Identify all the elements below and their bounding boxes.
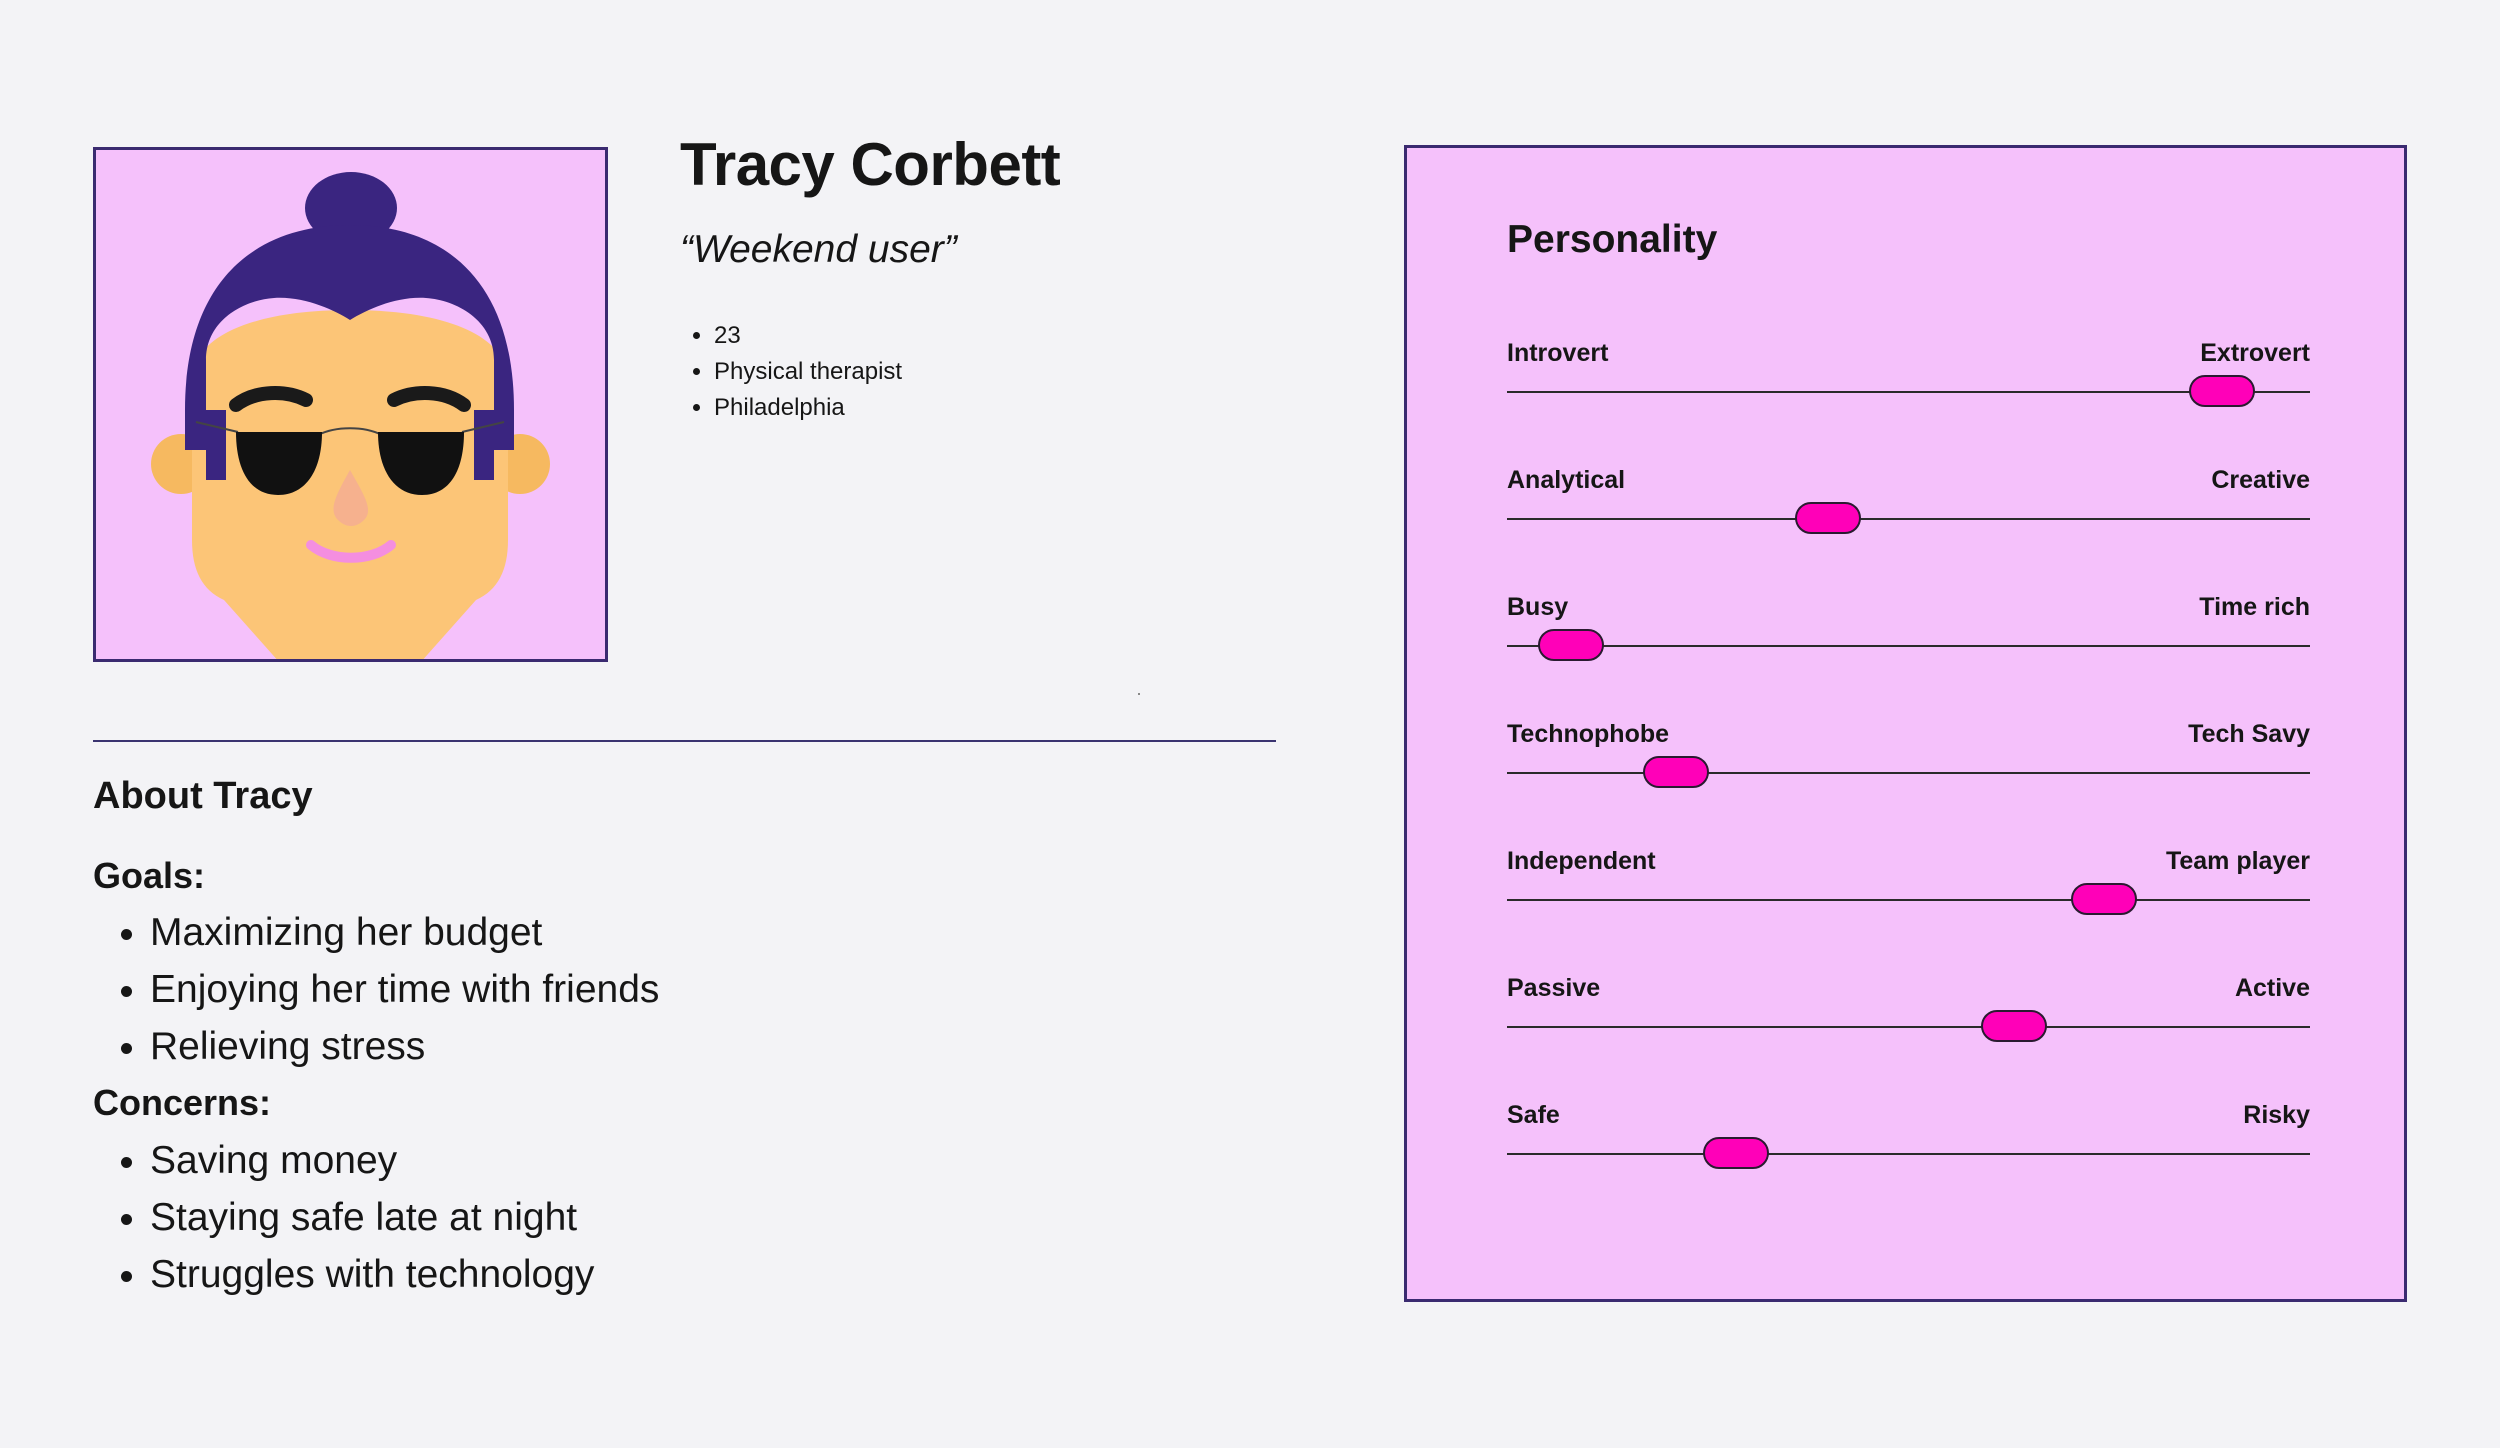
fact-occupation: Physical therapist [714,354,902,390]
about-title: About Tracy [93,775,313,817]
persona-quote: “Weekend user” [680,228,957,271]
slider-track [1507,899,2310,901]
slider-track [1507,772,2310,774]
concerns-list: Saving money Staying safe late at night … [93,1132,594,1303]
trait-right-label: Tech Savy [2188,720,2310,748]
trait-busy-time-rich: Busy Time rich [1507,593,2310,673]
slider-track [1507,391,2310,393]
trait-left-label: Safe [1507,1101,1560,1129]
slider-knob[interactable] [1642,756,1709,788]
slider-knob[interactable] [2188,375,2255,407]
trait-passive-active: Passive Active [1507,974,2310,1054]
trait-technophobe-tech-savy: Technophobe Tech Savy [1507,720,2310,800]
trait-safe-risky: Safe Risky [1507,1101,2310,1181]
slider-track [1507,645,2310,647]
trait-left-label: Technophobe [1507,720,1670,748]
concern-item: Staying safe late at night [150,1189,594,1246]
trait-right-label: Extrovert [2200,339,2310,367]
slider-track [1507,1153,2310,1155]
slider-knob[interactable] [1795,502,1862,534]
persona-facts: 23 Physical therapist Philadelphia [680,318,902,426]
slider-knob[interactable] [1702,1137,1769,1169]
trait-independent-team-player: Independent Team player [1507,847,2310,927]
concern-item: Struggles with technology [150,1246,594,1303]
trait-right-label: Creative [2211,466,2310,494]
goal-item: Enjoying her time with friends [150,961,659,1018]
fact-location: Philadelphia [714,390,902,426]
concerns-heading: Concerns: [93,1082,272,1123]
trait-right-label: Time rich [2199,593,2310,621]
goals-list: Maximizing her budget Enjoying her time … [93,904,659,1075]
section-divider [93,740,1276,742]
slider-knob[interactable] [2071,883,2138,915]
goal-item: Maximizing her budget [150,904,659,961]
trait-right-label: Risky [2243,1101,2310,1129]
trait-introvert-extrovert: Introvert Extrovert [1507,339,2310,419]
trait-right-label: Team player [2165,847,2310,875]
trait-left-label: Passive [1507,974,1601,1002]
concern-item: Saving money [150,1132,594,1189]
slider-track [1507,1026,2310,1028]
avatar-illustration [151,172,550,659]
slider-track [1507,518,2310,520]
slider-knob[interactable] [1981,1010,2048,1042]
trait-left-label: Introvert [1507,339,1609,367]
trait-analytical-creative: Analytical Creative [1507,466,2310,546]
trait-left-label: Busy [1507,593,1569,621]
persona-avatar [93,147,608,662]
trait-right-label: Active [2234,974,2310,1002]
personality-panel: Personality Introvert Extrovert Analytic… [1404,145,2407,1302]
fact-age: 23 [714,318,902,354]
personality-title: Personality [1507,218,1718,261]
stray-dot [1138,693,1140,695]
goal-item: Relieving stress [150,1018,659,1075]
slider-knob[interactable] [1538,629,1605,661]
trait-left-label: Analytical [1507,466,1626,494]
goals-heading: Goals: [93,855,206,896]
persona-name: Tracy Corbett [680,131,1061,198]
trait-left-label: Independent [1507,847,1656,875]
